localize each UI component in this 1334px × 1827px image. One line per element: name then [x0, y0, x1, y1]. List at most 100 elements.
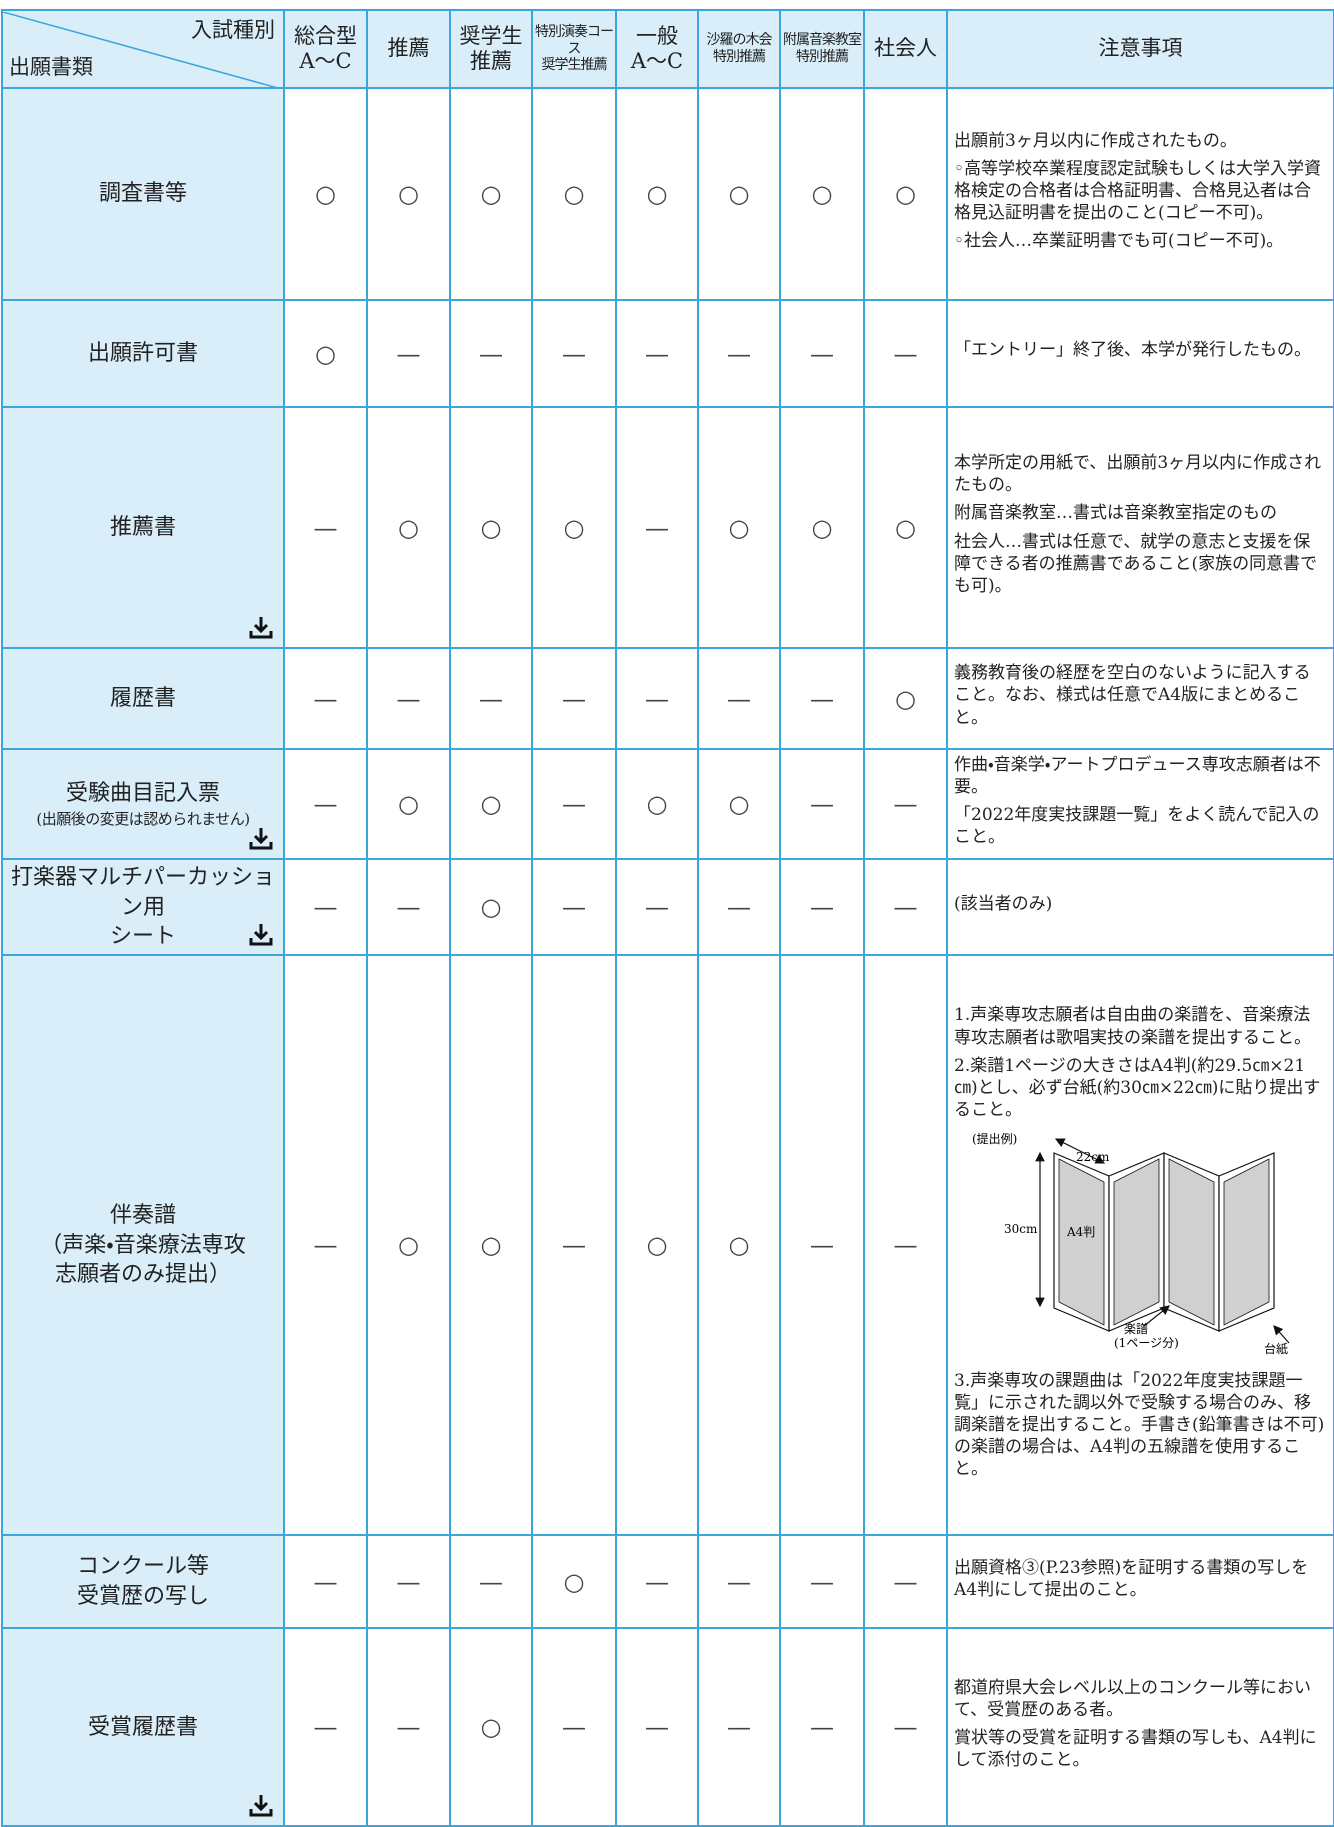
mark-cell: —: [531, 1627, 617, 1827]
mark-cell: —: [531, 647, 617, 750]
download-icon[interactable]: [249, 826, 273, 850]
column-header-line: 特別演奏コース: [535, 23, 614, 57]
mark-cell: ○: [449, 1627, 533, 1827]
note: 都道府県大会レベル以上のコンクール等において、受賞歴のある者。: [954, 1678, 1311, 1721]
note: ◦高等学校卒業程度認定試験もしくは大学入学資格検定の合格者は合格証明書、合格見込…: [954, 158, 1322, 224]
notes-cell: 1.声楽専攻志願者は自由曲の楽譜を、音楽療法専攻志願者は歌唱実技の楽譜を提出する…: [946, 954, 1334, 1537]
note: 社会人…書式は任意で、就学の意志と支援を保障できる者の推薦書であること(家族の同…: [954, 531, 1318, 596]
mark-cell: —: [697, 299, 781, 408]
note: 1.声楽専攻志願者は自由曲の楽譜を、音楽療法専攻志願者は歌唱実技の楽譜を提出する…: [954, 1005, 1311, 1048]
mark-cell: ○: [863, 406, 948, 649]
notes-cell: 義務教育後の経歴を空白のないように記入すること。なお、様式は任意でA4版にまとめ…: [946, 647, 1334, 750]
column-header-line: 特別推薦: [796, 49, 849, 65]
row-label-line: 受賞歴の写し: [76, 1583, 209, 1609]
note: ◦社会人…卒業証明書でも可(コピー不可)。: [954, 231, 1284, 252]
note: 出願前3ヶ月以内に作成されたもの。: [954, 130, 1237, 151]
table-wrap: 入試種別 出願書類 総合型 A～C 推薦 奨学生 推薦 特別演奏コース 奨学生推薦 一般 A～C…: [0, 9, 1334, 1827]
arrow: [1273, 1324, 1290, 1344]
row-label: 受賞履歴書: [1, 1627, 285, 1827]
column-header: 沙羅の木会 特別推薦: [697, 9, 781, 89]
mark-cell: —: [283, 406, 368, 649]
mark-cell: ○: [697, 747, 781, 861]
mark-cell: —: [615, 299, 699, 408]
mark-cell: ○: [779, 87, 865, 301]
note: 「2022年度実技課題一覧」をよく読んで記入のこと。: [954, 805, 1320, 848]
mark-cell: —: [863, 858, 948, 957]
table-row: 打楽器マルチパーカッション用 シート — — ○ — — — — — (該当者のみ): [1, 858, 1334, 957]
mark-cell: ○: [531, 406, 617, 649]
table-row: コンクール等 受賞歴の写し — — — ○ — — — — 出願資格③(P.23参照)を証明する書類…: [1, 1534, 1334, 1630]
mark-cell: —: [366, 299, 451, 408]
mark-cell: ○: [615, 954, 699, 1537]
mark-cell: —: [449, 299, 533, 408]
column-header-line: 附属音楽教室: [783, 32, 862, 49]
column-header: 社会人: [863, 9, 948, 89]
row-label-line: 出願許可書: [87, 340, 198, 366]
row-label-line: 履歴書: [109, 685, 176, 711]
column-header-line: 社会人: [874, 36, 937, 61]
figure-label: (提出例): [972, 1131, 1017, 1146]
figure-label: 22cm: [1076, 1150, 1110, 1164]
table-row: 履歴書 — — — — — — — ○ 義務教育後の経歴を空白のないように記入すること。なお、様式…: [1, 647, 1334, 750]
mark-cell: —: [697, 1534, 781, 1630]
note: 義務教育後の経歴を空白のないように記入すること。なお、様式は任意でA4版にまとめ…: [954, 663, 1311, 728]
mark-cell: —: [366, 858, 451, 957]
note: 3.声楽専攻の課題曲は「2022年度実技課題一覧」に示された調以外で受験する場合…: [954, 1370, 1325, 1480]
mark-cell: ○: [531, 87, 617, 301]
mark-cell: —: [615, 1627, 699, 1827]
corner-bottom: 出願書類: [9, 54, 93, 79]
note: 出願資格③(P.23参照)を証明する書類の写しをA4判にして提出のこと。: [954, 1557, 1309, 1600]
mark-cell: —: [531, 858, 617, 957]
row-label-line: 受験曲目記入票: [65, 781, 220, 807]
diagonal: [3, 12, 285, 90]
mark-cell: ○: [697, 954, 781, 1537]
note: 賞状等の受賞を証明する書類の写しも、A4判にして添付のこと。: [954, 1728, 1317, 1771]
column-header: 総合型 A～C: [283, 9, 368, 89]
download-icon[interactable]: [249, 1793, 273, 1817]
mark-cell: —: [615, 1534, 699, 1630]
mark-cell: —: [366, 1534, 451, 1630]
mark-cell: ○: [449, 87, 533, 301]
mark-cell: —: [366, 647, 451, 750]
mark-cell: ○: [449, 747, 533, 861]
arrow: [1054, 1138, 1106, 1164]
column-header-line: A～C: [630, 49, 684, 73]
mark-cell: ○: [615, 747, 699, 861]
note: 2.楽譜1ページの大きさはA4判(約29.5㎝×21㎝)とし、必ず台紙(約30㎝…: [954, 1055, 1321, 1120]
mark-cell: ○: [449, 406, 533, 649]
note: 作曲・音楽学・アートプロデュース専攻志願者は不要。: [954, 755, 1321, 798]
row-label-line: シート: [109, 924, 176, 950]
mark-cell: ○: [863, 87, 948, 301]
download-icon[interactable]: [249, 922, 273, 946]
row-label-line: 打楽器マルチパーカッション用: [10, 864, 275, 920]
download-icon[interactable]: [249, 615, 273, 639]
note: 本学所定の用紙で、出願前3ヶ月以内に作成されたもの。: [954, 453, 1322, 496]
mark-cell: —: [449, 647, 533, 750]
figure-label: A4判: [1066, 1225, 1095, 1239]
column-header: 附属音楽教室 特別推薦: [779, 9, 865, 89]
mark-cell: —: [779, 299, 865, 408]
mark-cell: —: [863, 954, 948, 1537]
row-label-line: 調査書等: [98, 181, 187, 207]
table-row: 伴奏譜 （声楽・音楽療法専攻 志願者のみ提出） — ○ ○ — ○ ○ — —1.声楽専攻志願者は自…: [1, 954, 1334, 1537]
mark-cell: —: [283, 647, 368, 750]
corner-cell: 入試種別 出願書類: [1, 9, 285, 90]
mark-cell: —: [863, 747, 948, 861]
mark-cell: ○: [615, 87, 699, 301]
row-label: 推薦書: [1, 406, 285, 649]
mark-cell: —: [863, 1627, 948, 1827]
mark-cell: ○: [531, 1534, 617, 1630]
row-label: 調査書等: [1, 87, 285, 301]
mark-cell: —: [283, 1534, 368, 1630]
mark-cell: —: [615, 406, 699, 649]
row-label: 出願許可書: [1, 299, 285, 408]
notes-cell: (該当者のみ): [946, 858, 1334, 957]
row-label-line: 推薦書: [109, 514, 176, 540]
mark-cell: —: [283, 747, 368, 861]
notes-cell: 出願資格③(P.23参照)を証明する書類の写しをA4判にして提出のこと。: [946, 1534, 1334, 1630]
row-label-line: 志願者のみ提出）: [54, 1262, 231, 1288]
mark-cell: —: [697, 1627, 781, 1827]
column-header-line: 総合型: [294, 23, 357, 48]
mark-cell: —: [449, 1534, 533, 1630]
